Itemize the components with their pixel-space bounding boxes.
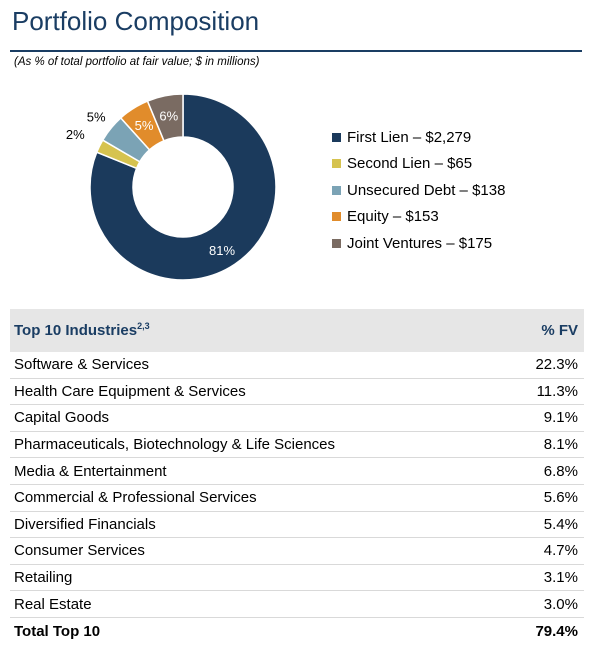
row-label: Consumer Services xyxy=(14,542,145,560)
slice-percent-label: 5% xyxy=(87,109,106,124)
table-header: Top 10 Industries2,3 % FV xyxy=(10,309,584,352)
table-header-value: % FV xyxy=(541,322,578,339)
legend-swatch xyxy=(332,238,341,248)
row-value: 22.3% xyxy=(535,356,578,374)
page-title: Portfolio Composition xyxy=(12,6,260,36)
row-label: Pharmaceuticals, Biotechnology & Life Sc… xyxy=(14,436,336,454)
donut-slice-first-lien xyxy=(89,93,277,281)
row-label: Software & Services xyxy=(14,356,150,374)
legend-swatch xyxy=(332,212,341,222)
chart-legend: First Lien – $2,279 Second Lien – $65 Un… xyxy=(332,124,505,257)
table-row: Retailing 3.1% xyxy=(10,565,584,592)
legend-label: Unsecured Debt – $138 xyxy=(347,181,506,199)
row-value: 3.0% xyxy=(543,595,578,613)
legend-swatch xyxy=(332,185,341,195)
table-row: Consumer Services 4.7% xyxy=(10,538,584,565)
row-label: Capital Goods xyxy=(14,409,110,427)
slice-percent-label: 5% xyxy=(135,118,154,133)
legend-label: Joint Ventures – $175 xyxy=(347,234,493,252)
legend-item-unsecured-debt: Unsecured Debt – $138 xyxy=(332,177,505,204)
row-value: 9.1% xyxy=(543,409,578,427)
total-value: 79.4% xyxy=(535,622,578,640)
row-value: 5.4% xyxy=(543,515,578,533)
slice-percent-label: 6% xyxy=(159,108,178,123)
donut-chart: 81%2%5%5%6% xyxy=(66,93,277,281)
row-value: 5.6% xyxy=(543,489,578,507)
table-row: Real Estate 3.0% xyxy=(10,591,584,618)
legend-item-joint-ventures: Joint Ventures – $175 xyxy=(332,230,505,257)
row-value: 3.1% xyxy=(543,569,578,587)
legend-swatch xyxy=(332,159,341,169)
slice-percent-label: 81% xyxy=(209,243,235,258)
donut-slice-labels: 81%2%5%5%6% xyxy=(66,108,236,258)
industries-table: Top 10 Industries2,3 % FV Software & Ser… xyxy=(10,309,584,645)
legend-label: Second Lien – $65 xyxy=(347,155,473,173)
table-row: Pharmaceuticals, Biotechnology & Life Sc… xyxy=(10,432,584,459)
row-label: Commercial & Professional Services xyxy=(14,489,257,507)
row-label: Media & Entertainment xyxy=(14,462,167,480)
row-label: Health Care Equipment & Services xyxy=(14,382,246,400)
row-label: Retailing xyxy=(14,569,73,587)
table-header-label-cell: Top 10 Industries2,3 xyxy=(14,321,150,340)
row-value: 6.8% xyxy=(543,462,578,480)
slice-percent-label: 2% xyxy=(66,127,85,142)
table-row: Media & Entertainment 6.8% xyxy=(10,458,584,485)
table-row: Capital Goods 9.1% xyxy=(10,405,584,432)
legend-item-equity: Equity – $153 xyxy=(332,204,505,231)
table-row: Diversified Financials 5.4% xyxy=(10,512,584,539)
row-value: 11.3% xyxy=(536,382,578,400)
row-label: Real Estate xyxy=(14,595,92,613)
donut-slices xyxy=(89,93,277,281)
legend-item-second-lien: Second Lien – $65 xyxy=(332,151,505,178)
row-value: 8.1% xyxy=(543,436,578,454)
total-label: Total Top 10 xyxy=(14,622,101,640)
legend-item-first-lien: First Lien – $2,279 xyxy=(332,124,505,151)
legend-label: Equity – $153 xyxy=(347,208,439,226)
table-row: Software & Services 22.3% xyxy=(10,352,584,379)
donut-slice-joint-ventures xyxy=(146,93,184,142)
table-total-row: Total Top 10 79.4% xyxy=(10,618,584,645)
table-row: Health Care Equipment & Services 11.3% xyxy=(10,379,584,406)
page-subtitle: (As % of total portfolio at fair value; … xyxy=(14,56,260,68)
table-header-footnote: 2,3 xyxy=(137,321,150,331)
title-divider xyxy=(10,50,582,52)
row-value: 4.7% xyxy=(543,542,578,560)
table-header-label: Top 10 Industries xyxy=(14,322,138,339)
legend-swatch xyxy=(332,132,341,142)
legend-label: First Lien – $2,279 xyxy=(347,128,472,146)
table-row: Commercial & Professional Services 5.6% xyxy=(10,485,584,512)
row-label: Diversified Financials xyxy=(14,515,156,533)
